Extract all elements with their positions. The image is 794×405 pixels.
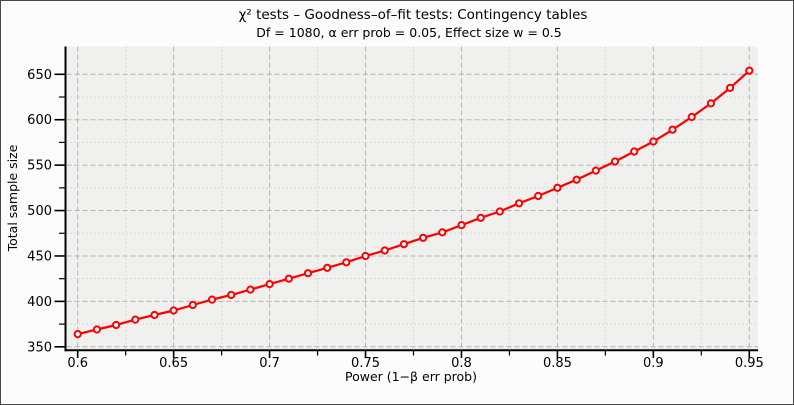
data-series — [73, 66, 754, 339]
y-tick-label: 550 — [27, 159, 52, 174]
x-tick-label: 0.75 — [351, 356, 380, 371]
data-point — [572, 175, 581, 184]
y-tick-label: 400 — [27, 295, 52, 310]
data-point — [92, 325, 102, 334]
data-point — [284, 274, 293, 283]
x-tick-label: 0.9 — [643, 356, 664, 371]
y-axis-title: Total sample size — [5, 144, 20, 252]
data-point — [73, 330, 82, 339]
data-point — [706, 99, 716, 108]
data-point — [265, 280, 274, 289]
data-point — [419, 233, 428, 242]
data-point — [514, 199, 524, 208]
data-point — [323, 263, 332, 272]
data-point — [745, 66, 754, 75]
data-point — [169, 306, 178, 315]
data-point — [112, 320, 121, 330]
data-point — [457, 221, 466, 230]
data-point — [303, 269, 313, 278]
y-tick-label: 450 — [27, 249, 52, 264]
data-point — [361, 251, 370, 261]
data-point — [553, 183, 562, 192]
y-tick-label: 350 — [27, 340, 52, 355]
y-tick-label: 500 — [27, 204, 52, 219]
x-tick-label: 0.95 — [735, 356, 764, 371]
chart-subtitle: Df = 1080, α err prob = 0.05, Effect siz… — [256, 25, 561, 40]
axis-tick-labels: 350 400 450 500 550 600 650 0.6 0.65 0.7 0.75 0.8 0.… — [27, 68, 764, 371]
x-tick-label: 0.85 — [543, 356, 572, 371]
data-point — [438, 228, 447, 237]
data-point — [591, 166, 600, 175]
axis-ticks — [54, 73, 751, 358]
minor-gridlines — [66, 46, 758, 349]
data-point — [649, 137, 658, 146]
data-point — [188, 300, 197, 310]
data-point — [150, 310, 159, 320]
data-point — [399, 240, 408, 249]
data-point — [246, 285, 255, 294]
data-point — [630, 147, 639, 156]
data-point — [342, 258, 351, 267]
data-point — [207, 295, 217, 304]
data-point — [476, 213, 485, 222]
major-gridlines — [66, 46, 758, 349]
data-point — [726, 83, 735, 93]
data-point — [495, 207, 504, 216]
data-point — [610, 157, 620, 166]
plot-area — [66, 46, 758, 349]
y-tick-label: 650 — [27, 68, 52, 83]
data-point — [227, 290, 236, 300]
x-tick-label: 0.6 — [67, 356, 88, 371]
data-point — [687, 112, 696, 122]
data-point — [131, 315, 140, 324]
x-tick-label: 0.7 — [259, 356, 280, 371]
y-tick-label: 600 — [27, 113, 52, 128]
x-tick-label: 0.8 — [451, 356, 472, 371]
x-tick-label: 0.65 — [159, 356, 188, 371]
chart-title: χ² tests – Goodness–of–fit tests: Contin… — [239, 7, 588, 23]
data-point — [380, 246, 389, 255]
data-point — [668, 125, 677, 134]
data-point — [534, 191, 543, 201]
x-axis-title: Power (1−β err prob) — [345, 369, 477, 384]
